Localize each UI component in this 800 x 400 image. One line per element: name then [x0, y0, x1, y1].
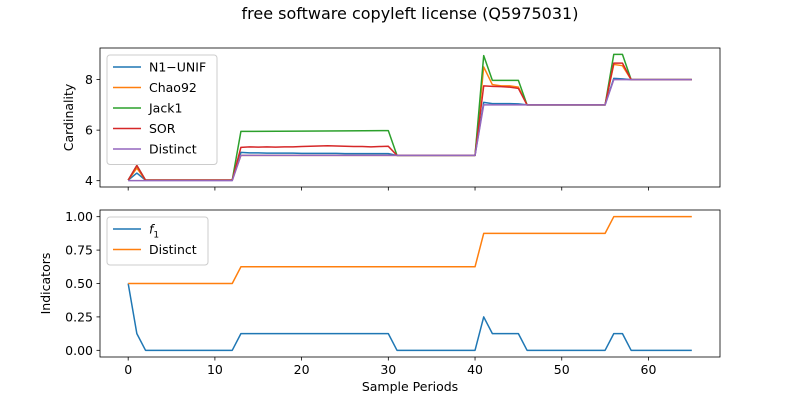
legend-box	[106, 216, 209, 266]
legend-label: N1−UNIF	[149, 60, 206, 75]
series-group	[127, 215, 692, 352]
x-tick-label: 60	[641, 362, 657, 377]
x-tick-label: 40	[467, 362, 483, 377]
y-tick-label: 8	[85, 72, 93, 87]
y-tick-label: 6	[85, 123, 93, 138]
indicators-panel: 0 10 20 30 40 50 60 0.00 0.25 0.50 0.75 1.00 Indicat…	[38, 209, 721, 394]
cardinality-panel: 4 6 8 Cardinality N1−UNIF Chao92 Jack1 SOR Disti…	[61, 47, 721, 191]
y-tick-label: 4	[85, 173, 93, 188]
x-tick-label: 30	[380, 362, 396, 377]
legend-label: Jack1	[148, 101, 182, 116]
series-line-distinct	[128, 78, 692, 182]
y-tick-label: 1.00	[65, 209, 93, 224]
y-tick-label: 0.00	[65, 343, 93, 358]
figure-title: free software copyleft license (Q5975031…	[242, 4, 579, 23]
series-group	[127, 53, 692, 182]
series-line-f	[127, 283, 692, 352]
axes-frame	[99, 47, 721, 188]
x-tick-label: 0	[124, 362, 132, 377]
y-axis-label: Cardinality	[61, 83, 76, 151]
x-axis-label: Sample Periods	[362, 379, 458, 394]
legend-label: Distinct	[149, 242, 197, 257]
y-axis-label: Indicators	[38, 253, 53, 315]
legend-label: Chao92	[149, 80, 197, 95]
series-line-sor	[127, 62, 692, 181]
legend: N1−UNIF Chao92 Jack1 SOR Distinct	[106, 54, 218, 165]
legend-box	[106, 54, 218, 165]
y-tick-label: 0.25	[65, 309, 93, 324]
legend-label: f1	[149, 222, 159, 241]
y-tick-label: 0.75	[65, 243, 93, 258]
x-tick-label: 50	[554, 362, 570, 377]
legend-label: Distinct	[149, 142, 197, 157]
x-tick-label: 20	[294, 362, 310, 377]
legend-label: SOR	[149, 121, 176, 136]
x-tick-label: 10	[207, 362, 223, 377]
y-tick-label: 0.50	[65, 276, 93, 291]
series-line-distinct	[128, 215, 692, 285]
